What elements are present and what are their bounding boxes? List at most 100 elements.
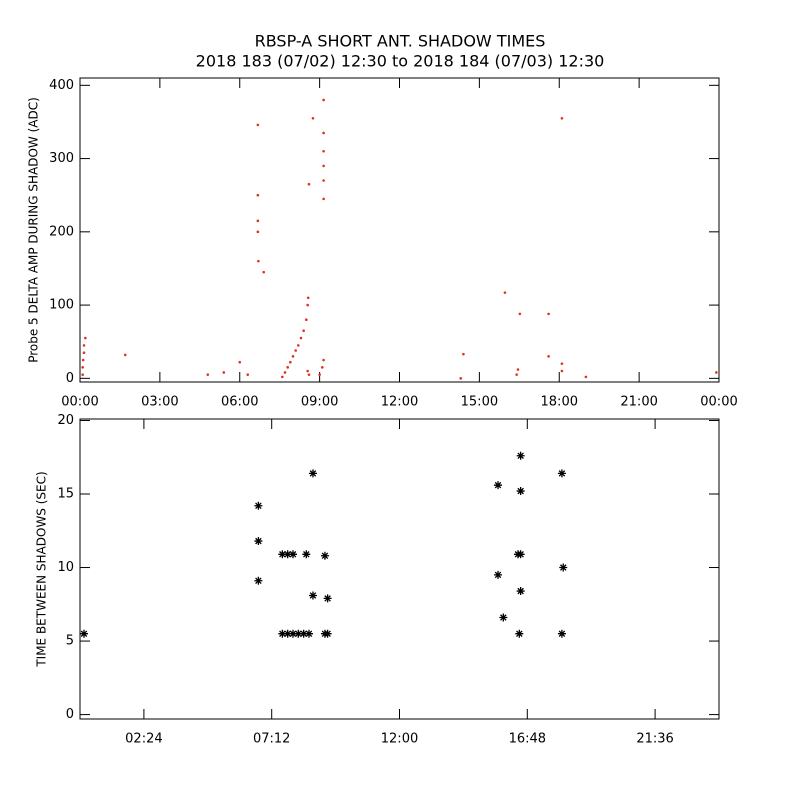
data-point bbox=[305, 318, 308, 322]
data-point bbox=[82, 344, 86, 347]
data-point bbox=[308, 469, 317, 478]
data-point bbox=[322, 197, 325, 201]
data-point bbox=[278, 629, 287, 638]
x-tick-label: 09:00 bbox=[301, 395, 338, 410]
x-tick-label: 12:00 bbox=[381, 395, 418, 410]
data-point bbox=[518, 312, 522, 316]
data-point bbox=[307, 182, 311, 186]
data-point bbox=[462, 352, 465, 356]
x-tick-label: 21:00 bbox=[620, 395, 657, 410]
data-point bbox=[515, 629, 524, 638]
data-point bbox=[256, 230, 260, 234]
data-point bbox=[499, 613, 508, 622]
data-point bbox=[557, 469, 566, 478]
chart-title: RBSP-A SHORT ANT. SHADOW TIMES bbox=[255, 32, 546, 51]
data-point bbox=[516, 587, 525, 596]
data-point bbox=[256, 123, 260, 127]
y-tick-label: 0 bbox=[66, 707, 74, 722]
data-point bbox=[516, 368, 520, 371]
data-point bbox=[246, 373, 250, 376]
data-point bbox=[302, 329, 305, 333]
data-point bbox=[222, 371, 226, 374]
y-tick-label: 100 bbox=[49, 298, 74, 313]
data-point bbox=[256, 219, 260, 223]
data-point bbox=[311, 116, 315, 120]
data-point bbox=[322, 149, 325, 153]
data-point bbox=[304, 629, 313, 638]
data-point bbox=[320, 551, 329, 560]
data-point bbox=[715, 371, 718, 374]
data-point bbox=[302, 550, 311, 559]
data-point bbox=[256, 193, 260, 197]
data-point bbox=[254, 501, 263, 510]
data-point bbox=[254, 576, 263, 585]
data-point bbox=[318, 373, 321, 376]
x-tick-label: 07:12 bbox=[253, 732, 290, 747]
y-tick-label: 0 bbox=[66, 371, 74, 386]
data-point bbox=[560, 369, 564, 373]
data-point bbox=[306, 303, 309, 307]
data-point bbox=[289, 360, 292, 364]
x-tick-label: 16:48 bbox=[509, 732, 546, 747]
y-tick-label: 300 bbox=[49, 151, 74, 166]
data-point bbox=[322, 358, 325, 362]
data-point bbox=[283, 550, 292, 559]
plot-frame bbox=[79, 418, 720, 720]
data-point bbox=[283, 371, 287, 374]
data-point bbox=[257, 259, 260, 263]
x-tick-label: 02:24 bbox=[125, 732, 162, 747]
y-tick-label: 5 bbox=[66, 634, 74, 649]
data-point bbox=[494, 481, 503, 490]
data-point bbox=[82, 351, 86, 354]
data-point bbox=[516, 487, 525, 496]
data-point bbox=[206, 373, 210, 376]
data-point bbox=[515, 373, 518, 376]
x-tick-label: 15:00 bbox=[461, 395, 498, 410]
x-tick-label: 18:00 bbox=[541, 395, 578, 410]
data-point bbox=[547, 355, 550, 358]
data-point bbox=[123, 353, 127, 357]
data-point bbox=[584, 375, 588, 379]
data-point bbox=[289, 629, 297, 638]
data-point bbox=[297, 344, 300, 347]
data-point bbox=[308, 591, 317, 600]
data-point bbox=[81, 358, 85, 362]
data-point bbox=[291, 355, 295, 358]
data-point bbox=[547, 312, 550, 316]
data-point bbox=[79, 629, 88, 638]
plot-frame bbox=[79, 77, 720, 383]
data-point bbox=[262, 270, 266, 274]
data-point bbox=[516, 451, 525, 460]
data-point bbox=[322, 131, 325, 135]
data-point bbox=[516, 550, 525, 559]
y-tick-label: 400 bbox=[49, 78, 74, 93]
data-point bbox=[322, 98, 325, 102]
data-point bbox=[560, 116, 564, 120]
data-point bbox=[322, 164, 325, 168]
data-point bbox=[299, 629, 308, 638]
data-point bbox=[307, 373, 311, 376]
data-point bbox=[238, 360, 242, 364]
x-tick-label: 21:36 bbox=[636, 732, 673, 747]
data-point bbox=[559, 563, 568, 572]
chart-subtitle: 2018 183 (07/02) 12:30 to 2018 184 (07/0… bbox=[196, 52, 605, 71]
y-tick-label: 200 bbox=[49, 224, 74, 239]
y-axis-label: Probe 5 DELTA AMP DURING SHADOW (ADC) bbox=[27, 97, 41, 363]
x-tick-label: 00:00 bbox=[700, 395, 737, 410]
data-point bbox=[320, 366, 324, 369]
data-point bbox=[299, 336, 303, 340]
data-point bbox=[306, 296, 310, 300]
y-tick-label: 20 bbox=[57, 413, 74, 428]
data-point bbox=[281, 375, 284, 379]
x-tick-label: 03:00 bbox=[141, 395, 178, 410]
x-tick-label: 12:00 bbox=[381, 732, 418, 747]
data-point bbox=[286, 366, 289, 369]
data-point bbox=[322, 179, 325, 182]
data-point bbox=[254, 537, 263, 546]
x-tick-label: 06:00 bbox=[221, 395, 258, 410]
x-tick-label: 00:00 bbox=[61, 395, 98, 410]
data-point bbox=[81, 373, 84, 376]
data-point bbox=[289, 550, 297, 559]
data-point bbox=[323, 629, 332, 638]
